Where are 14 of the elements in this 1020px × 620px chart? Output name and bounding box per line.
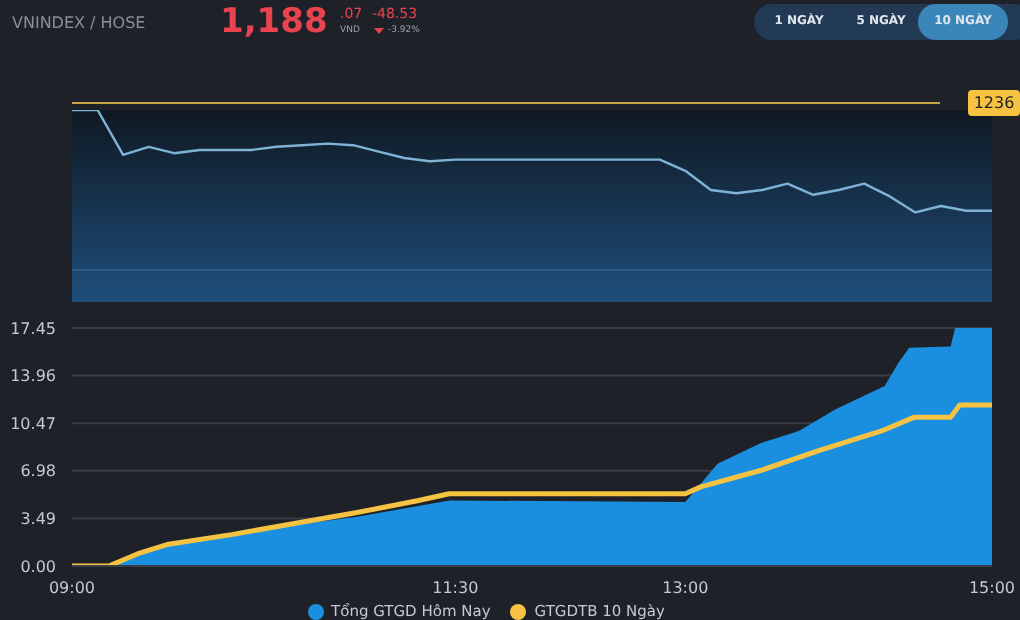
x-tick-label: 09:00 <box>48 579 96 598</box>
y-tick-label: 10.47 <box>10 414 56 433</box>
x-tick-label: 11:30 <box>432 579 479 598</box>
x-tick-label: 15:00 <box>968 579 1016 598</box>
y-tick-label: 3.49 <box>20 510 56 529</box>
text: 1,188 <box>220 2 328 42</box>
x-tick-label: 13:00 <box>662 579 709 598</box>
y-tick-label: 13.96 <box>10 367 56 386</box>
y-tick-label: 17.45 <box>10 319 56 338</box>
text: VNINDEX / HOSE <box>12 14 146 32</box>
y-tick-label: 6.98 <box>20 462 56 481</box>
line-series <box>72 402 992 566</box>
y-tick-label: 0.00 <box>20 557 56 576</box>
annotation: 1236 <box>968 90 1020 116</box>
